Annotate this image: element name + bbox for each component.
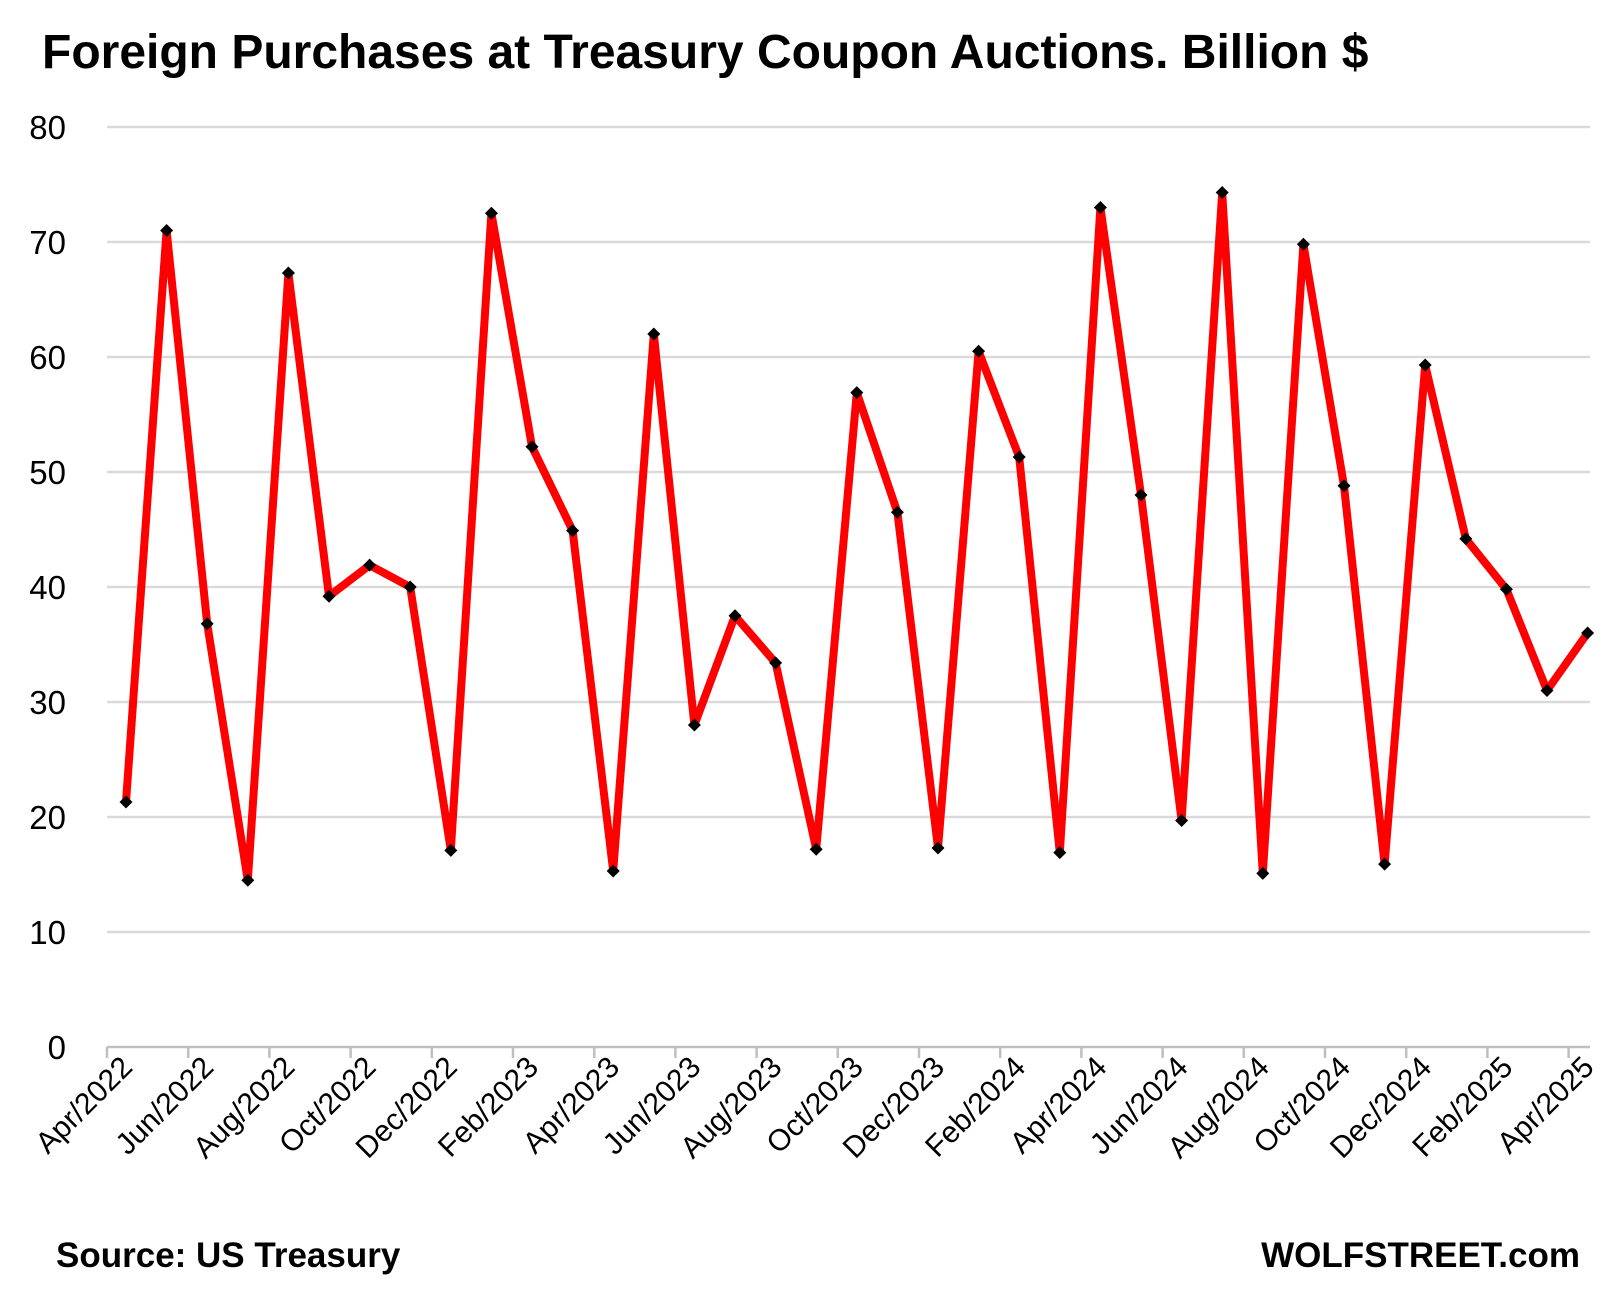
data-point bbox=[1093, 201, 1107, 214]
y-tick-label: 0 bbox=[48, 1029, 66, 1066]
y-tick-label: 30 bbox=[29, 684, 66, 721]
data-point bbox=[1215, 186, 1229, 200]
source-note: Source: US Treasury bbox=[56, 1236, 401, 1275]
data-point bbox=[1337, 479, 1351, 493]
x-axis-tick-labels: Apr/2022Jun/2022Aug/2022Oct/2022Dec/2022… bbox=[30, 1051, 1601, 1165]
y-tick-label: 50 bbox=[29, 454, 66, 491]
data-point bbox=[281, 266, 295, 280]
series-line bbox=[122, 188, 1592, 885]
data-point bbox=[728, 609, 742, 623]
data-point bbox=[1499, 582, 1513, 596]
data-point bbox=[566, 524, 580, 538]
data-point bbox=[850, 386, 864, 400]
data-point bbox=[1175, 813, 1189, 827]
data-point bbox=[525, 440, 539, 454]
data-point bbox=[1296, 237, 1310, 251]
data-point bbox=[403, 580, 417, 594]
series-purchases bbox=[119, 186, 1595, 887]
chart-title: Foreign Purchases at Treasury Coupon Auc… bbox=[42, 26, 1369, 79]
y-tick-label: 10 bbox=[29, 914, 66, 951]
data-point bbox=[1459, 532, 1473, 546]
data-point bbox=[769, 656, 783, 670]
data-point bbox=[1134, 488, 1148, 502]
data-point bbox=[1053, 846, 1067, 860]
y-tick-label: 40 bbox=[29, 569, 66, 606]
data-point bbox=[809, 842, 823, 856]
data-point bbox=[972, 344, 986, 358]
y-tick-label: 80 bbox=[29, 109, 66, 146]
data-point bbox=[1418, 358, 1432, 372]
data-point bbox=[1256, 866, 1270, 880]
y-tick-label: 70 bbox=[29, 224, 66, 261]
data-point bbox=[931, 841, 945, 855]
data-point bbox=[363, 558, 377, 572]
y-axis-tick-labels: 0 10 20 30 40 50 60 70 80 bbox=[29, 109, 66, 1066]
y-tick-label: 20 bbox=[29, 799, 66, 836]
x-axis bbox=[105, 1045, 1590, 1058]
data-point bbox=[687, 718, 701, 732]
y-tick-label: 60 bbox=[29, 339, 66, 376]
data-point bbox=[322, 589, 336, 603]
data-point bbox=[160, 224, 174, 237]
data-point bbox=[1540, 684, 1554, 697]
data-point bbox=[119, 795, 133, 809]
data-point bbox=[484, 206, 498, 220]
data-point bbox=[647, 327, 661, 341]
data-point bbox=[1012, 450, 1026, 464]
watermark: WOLFSTREET.com bbox=[1261, 1236, 1580, 1275]
data-point bbox=[1581, 626, 1595, 640]
data-point bbox=[200, 617, 214, 631]
data-point bbox=[241, 873, 255, 887]
data-point bbox=[606, 864, 620, 878]
data-point bbox=[890, 505, 904, 519]
data-point bbox=[444, 843, 458, 857]
data-point bbox=[1378, 857, 1392, 871]
